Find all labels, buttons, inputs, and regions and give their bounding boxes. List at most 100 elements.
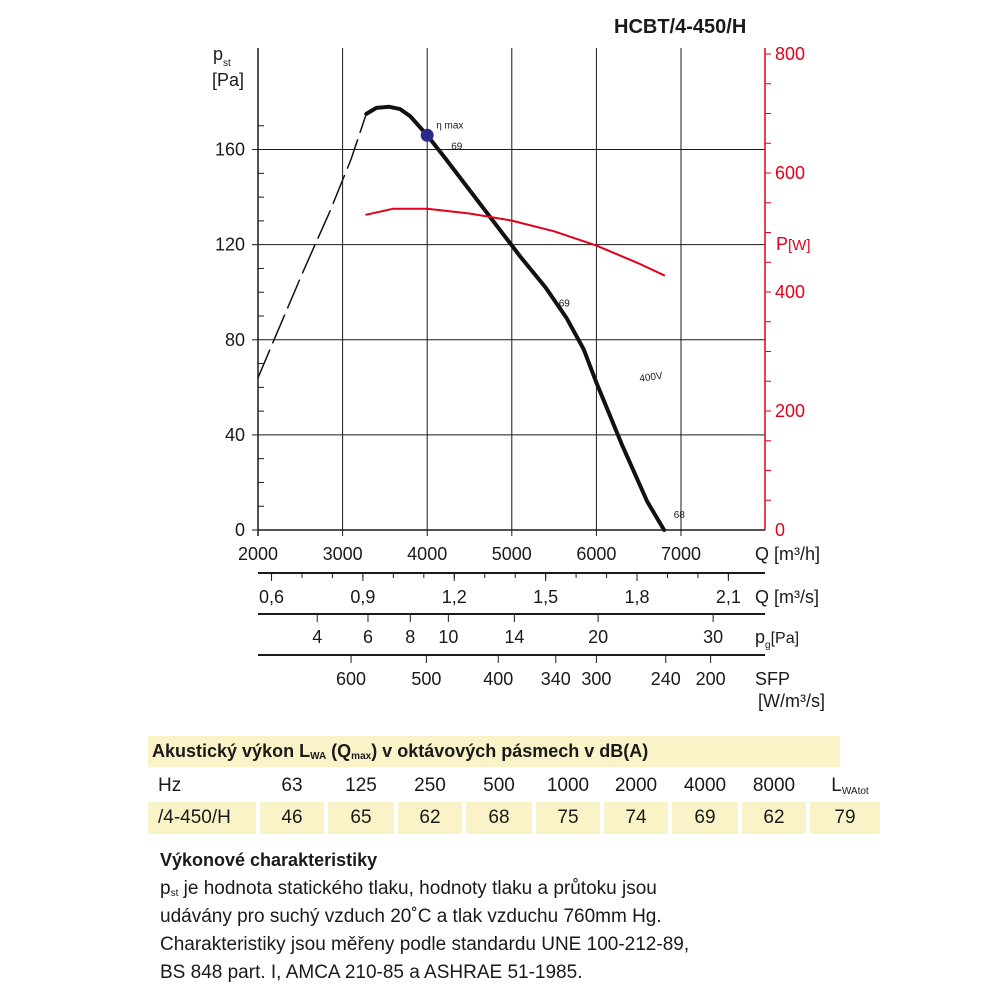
performance-line-3: Charakteristiky jsou měřeny podle standa… <box>160 934 690 955</box>
x-tick-label: 3000 <box>323 544 363 564</box>
chart-title: HCBT/4-450/H <box>614 16 747 38</box>
secondary-scale-label: 20 <box>588 627 608 647</box>
y-tick-label-left: 40 <box>225 425 245 445</box>
acoustic-band-value: 65 <box>328 802 394 834</box>
x-tick-label: 7000 <box>661 544 701 564</box>
efficiency-label: 69 <box>559 298 571 309</box>
secondary-scale-label: 4 <box>312 627 322 647</box>
power-curve <box>365 207 666 277</box>
acoustic-band-value: 68 <box>466 802 532 834</box>
secondary-scale-label: 600 <box>336 669 366 689</box>
acoustic-band-value: 69 <box>672 802 738 834</box>
chart-grid <box>258 48 765 530</box>
secondary-scale-unit-sub: g <box>765 640 771 651</box>
x-tick-label: 5000 <box>492 544 532 564</box>
acoustic-header-row: Hz 63 125 250 500 1000 2000 4000 8000 LWAtot <box>148 770 869 802</box>
y-tick-label-left: 160 <box>215 140 245 160</box>
y-tick-label-left: 0 <box>235 520 245 540</box>
chart-curves <box>257 104 667 532</box>
y-axis-left-title-main: p <box>213 44 223 64</box>
acoustic-band-value: 62 <box>398 802 462 834</box>
secondary-scale-label: 1,5 <box>533 587 558 607</box>
y-tick-label-right: 600 <box>775 163 805 183</box>
x-axis-title: Q [m³/h] <box>755 544 820 564</box>
acoustic-header-total: LWAtot <box>831 775 869 797</box>
eta-max-label: η max <box>436 120 463 131</box>
x-tick-label: 6000 <box>576 544 616 564</box>
chart-axes <box>252 48 771 536</box>
secondary-scale-label: 300 <box>581 669 611 689</box>
y-axis-left-title-sub: st <box>223 58 231 69</box>
acoustic-band-value: 46 <box>260 802 324 834</box>
chart-labels: 0 40 80 120 160 0 200 400 600 800 2000 3000 4000 5000… <box>212 44 820 564</box>
secondary-scale-label: 400 <box>483 669 513 689</box>
secondary-scale-label: 340 <box>541 669 571 689</box>
secondary-scale-unit-suffix: [Pa] <box>771 630 799 647</box>
performance-line-1: pst je hodnota statického tlaku, hodnoty… <box>160 878 657 900</box>
y-tick-label-right: 200 <box>775 401 805 421</box>
secondary-scale-label: 0,9 <box>350 587 375 607</box>
acoustic-header-band: 63 <box>281 775 303 796</box>
secondary-scale-unit-main: p <box>755 627 765 647</box>
secondary-scale-label: 500 <box>411 669 441 689</box>
secondary-scale-label: 10 <box>438 627 458 647</box>
acoustic-title-sub: WA <box>310 751 327 762</box>
acoustic-title-part: Akustický výkon L <box>152 741 311 761</box>
secondary-scale-label: 6 <box>363 627 373 647</box>
efficiency-label: 69 <box>451 142 463 153</box>
efficiency-label: 68 <box>674 510 686 521</box>
secondary-scale-label: 14 <box>504 627 524 647</box>
acoustic-band-value: 74 <box>604 802 668 834</box>
acoustic-header-band: 500 <box>483 775 515 796</box>
y-axis-right-title: P[W] <box>776 234 811 254</box>
x-tick-label: 2000 <box>238 544 278 564</box>
secondary-scale-label: 30 <box>703 627 723 647</box>
y-axis-right-title-main: P <box>776 234 788 254</box>
secondary-scale-label: 2,1 <box>716 587 741 607</box>
y-axis-right-title-unit: [W] <box>788 237 811 254</box>
secondary-scale-unit: Q [m³/s] <box>755 587 819 607</box>
pressure-curve <box>364 104 667 532</box>
secondary-scale-unit-2: [W/m³/s] <box>758 691 825 711</box>
acoustic-header-band: 2000 <box>614 775 658 796</box>
secondary-scale-unit: SFP <box>755 669 790 689</box>
voltage-label: 400V <box>639 371 664 385</box>
acoustic-header-total-sub: WAtot <box>841 786 869 797</box>
acoustic-header-band: 250 <box>414 775 446 796</box>
performance-text: je hodnota statického tlaku, hodnoty tla… <box>178 878 657 899</box>
acoustic-header-band: 1000 <box>546 775 590 796</box>
acoustic-header-band: 125 <box>345 775 377 796</box>
y-tick-label-left: 120 <box>215 235 245 255</box>
secondary-scales: 0,6 0,9 1,2 1,5 1,8 2,1 Q [m³/s]4 6 8 10 14 20 30 pg[… <box>258 572 825 711</box>
acoustic-header-band: 8000 <box>752 775 796 796</box>
acoustic-title-part: ) v oktávových pásmech v dB(A) <box>371 741 649 761</box>
y-tick-label-left: 80 <box>225 330 245 350</box>
pst-symbol: pst <box>160 878 179 899</box>
secondary-scale-label: 8 <box>405 627 415 647</box>
acoustic-total-value: 79 <box>810 802 880 834</box>
x-tick-label: 4000 <box>407 544 447 564</box>
secondary-scale-label: 1,2 <box>442 587 467 607</box>
secondary-scale-label: 200 <box>696 669 726 689</box>
secondary-scale-label: 1,8 <box>624 587 649 607</box>
secondary-scale-label: 0,6 <box>259 587 284 607</box>
performance-line-2: udávány pro suchý vzduch 20˚C a tlak vzd… <box>160 906 662 927</box>
pressure-curve-dashed <box>257 113 368 379</box>
eta-max-marker <box>420 128 434 142</box>
y-tick-label-right: 0 <box>775 520 785 540</box>
acoustic-header-hz: Hz <box>158 775 182 796</box>
acoustic-title-part: (Q <box>326 741 352 761</box>
secondary-scale-unit: pg[Pa] <box>755 627 799 651</box>
acoustic-band-value: 62 <box>742 802 806 834</box>
y-tick-label-right: 400 <box>775 282 805 302</box>
y-axis-left-unit: [Pa] <box>212 70 244 90</box>
y-tick-label-right: 800 <box>775 44 805 64</box>
secondary-scale-label: 240 <box>651 669 681 689</box>
y-axis-left-title: pst <box>213 44 231 69</box>
acoustic-table-title: Akustický výkon LWA (Qmax) v oktávových … <box>148 736 840 767</box>
acoustic-header-band: 4000 <box>683 775 727 796</box>
performance-title: Výkonové charakteristiky <box>160 850 378 870</box>
acoustic-band-value: 75 <box>536 802 600 834</box>
acoustic-values-row: /4-450/H 46 65 62 68 75 74 69 62 79 <box>148 802 880 834</box>
